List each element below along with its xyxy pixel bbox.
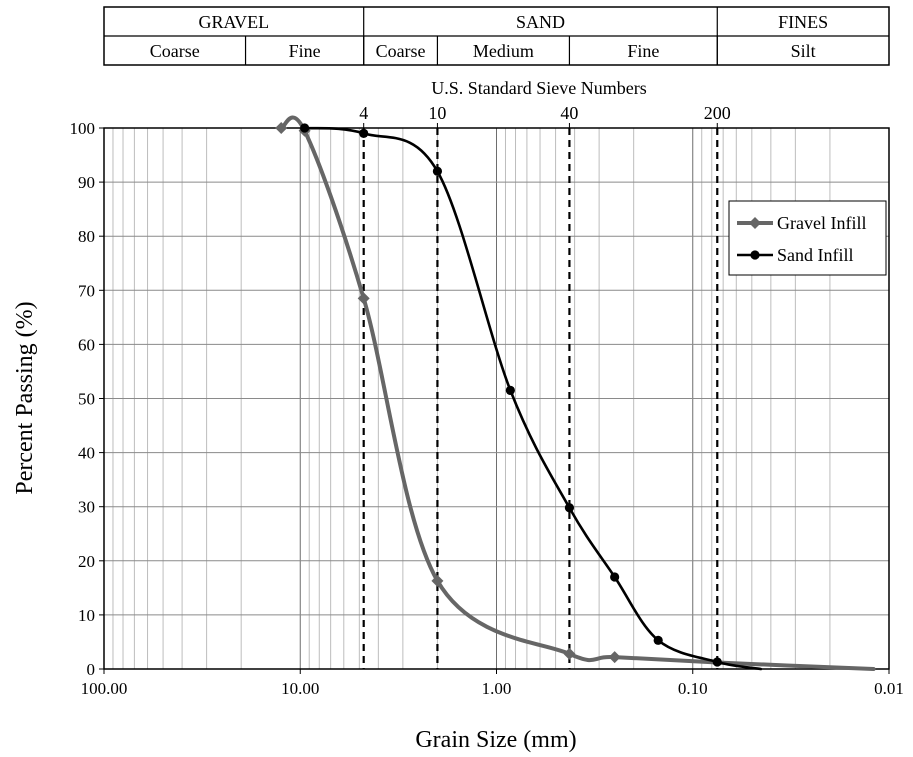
x-tick-label: 0.10 [678, 679, 708, 698]
sieve-number-labels: 4 10 40 200 [359, 103, 731, 128]
y-tick-label: 90 [78, 173, 95, 192]
y-axis-title: Percent Passing (%) [12, 301, 38, 494]
y-tick-label: 40 [78, 444, 95, 463]
data-point-gravel-infill [275, 122, 288, 134]
soil-classification-table: GRAVEL SAND FINES Coarse Fine Coarse Medium Fin… [103, 6, 890, 66]
legend-label-gravel-infill: Gravel Infill [777, 213, 866, 233]
y-tick-label: 70 [78, 281, 95, 300]
sieve-label-200: 200 [704, 103, 731, 123]
legend-box [728, 200, 887, 276]
sieve-label-4: 4 [359, 103, 368, 123]
x-axis-title: Grain Size (mm) [415, 727, 576, 753]
y-tick-label: 10 [78, 606, 95, 625]
series-layer [275, 115, 876, 671]
x-tick-label: 100.00 [81, 679, 128, 698]
y-tick-label: 60 [78, 335, 95, 354]
subgroup-label: Fine [289, 41, 321, 61]
subgroup-label: Coarse [376, 41, 426, 61]
sieve-label-40: 40 [560, 103, 578, 123]
sieve-lines [362, 128, 719, 669]
legend-label-sand-infill: Sand Infill [777, 245, 854, 265]
data-point-sand-infill [712, 657, 722, 667]
data-point-sand-infill [564, 503, 575, 513]
x-axis-ticks: 100.00 10.00 1.00 0.10 0.01 [81, 669, 904, 698]
series-line-sand-infill [303, 126, 763, 671]
y-tick-label: 20 [78, 552, 95, 571]
x-tick-label: 10.00 [281, 679, 319, 698]
legend: Gravel Infill Sand Infill [728, 200, 887, 276]
legend-marker-sand-infill [750, 250, 760, 260]
y-axis-ticks: 0 10 20 30 40 50 60 70 80 90 100 [70, 119, 104, 679]
y-tick-label: 80 [78, 227, 95, 246]
series-gravel-infill [275, 115, 876, 671]
x-tick-label: 0.01 [874, 679, 904, 698]
subgroup-label: Medium [473, 41, 534, 61]
data-point-sand-infill [610, 572, 620, 582]
y-tick-label: 0 [87, 660, 96, 679]
group-label-sand: SAND [516, 12, 565, 32]
data-point-sand-infill [359, 128, 369, 139]
group-label-fines: FINES [778, 12, 828, 32]
data-point-gravel-infill [431, 574, 444, 587]
subgroup-label: Fine [627, 41, 659, 61]
sieve-label-10: 10 [428, 103, 446, 123]
data-point-sand-infill [505, 385, 515, 395]
series-sand-infill [300, 123, 763, 671]
sieve-axis-title: U.S. Standard Sieve Numbers [431, 78, 646, 98]
data-point-gravel-infill [357, 292, 370, 305]
data-point-gravel-infill [563, 647, 576, 660]
data-point-gravel-infill [608, 651, 621, 664]
subgroup-label: Silt [791, 41, 816, 61]
subgroup-label: Coarse [150, 41, 200, 61]
y-tick-label: 100 [70, 119, 96, 138]
data-point-sand-infill [653, 635, 663, 645]
x-tick-label: 1.00 [482, 679, 512, 698]
group-label-gravel: GRAVEL [199, 12, 270, 32]
y-tick-label: 30 [78, 498, 95, 517]
y-tick-label: 50 [78, 390, 95, 409]
legend-marker-gravel-infill [749, 217, 761, 229]
data-point-sand-infill [300, 123, 310, 133]
series-line-gravel-infill [279, 115, 876, 671]
data-point-sand-infill [432, 166, 443, 176]
